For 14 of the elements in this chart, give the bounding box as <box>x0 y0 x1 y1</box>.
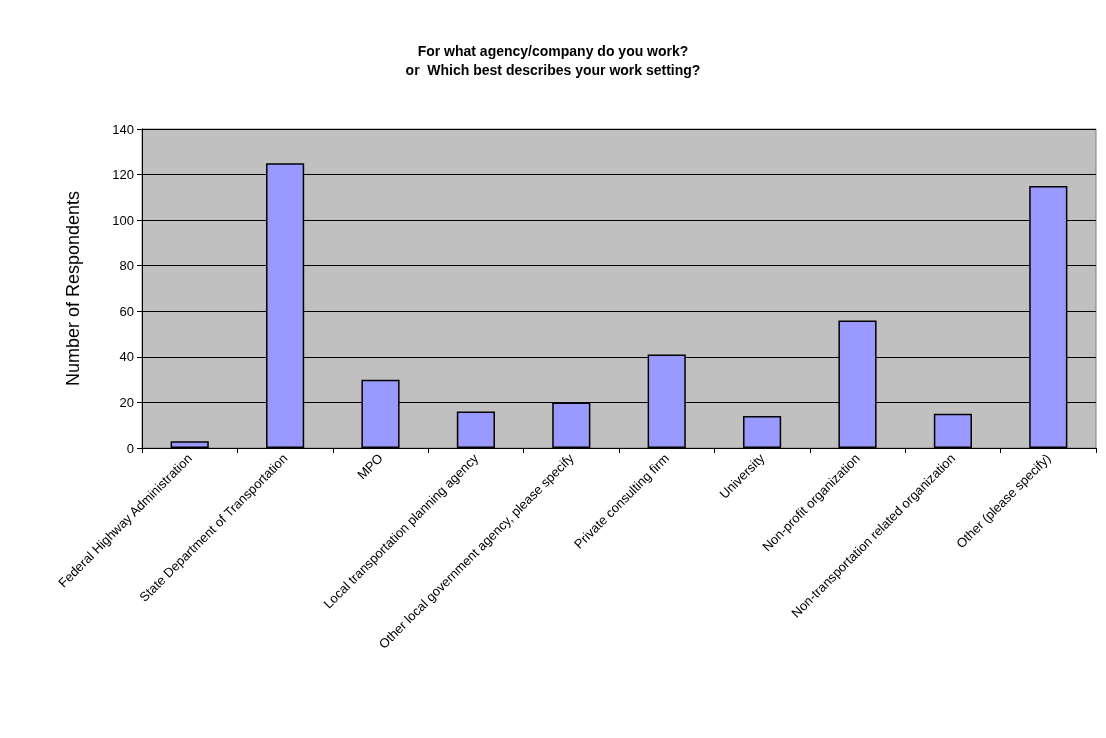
y-tick-label: 140 <box>112 121 134 137</box>
y-axis-title: Number of Respondents <box>63 190 83 387</box>
y-tick-label: 60 <box>119 303 134 319</box>
y-tick-label: 0 <box>126 440 134 456</box>
y-tick-label: 100 <box>112 212 134 228</box>
y-tick-label: 20 <box>119 394 134 410</box>
bar <box>456 411 495 448</box>
bar <box>933 413 972 448</box>
y-tick-label: 80 <box>119 258 134 274</box>
bar <box>743 416 782 448</box>
y-tick-label: 120 <box>112 167 134 183</box>
bar <box>170 441 209 448</box>
chart-title: For what agency/company do you work? or Which best describes your work setting? <box>405 42 701 78</box>
y-tick-label: 40 <box>119 349 134 365</box>
